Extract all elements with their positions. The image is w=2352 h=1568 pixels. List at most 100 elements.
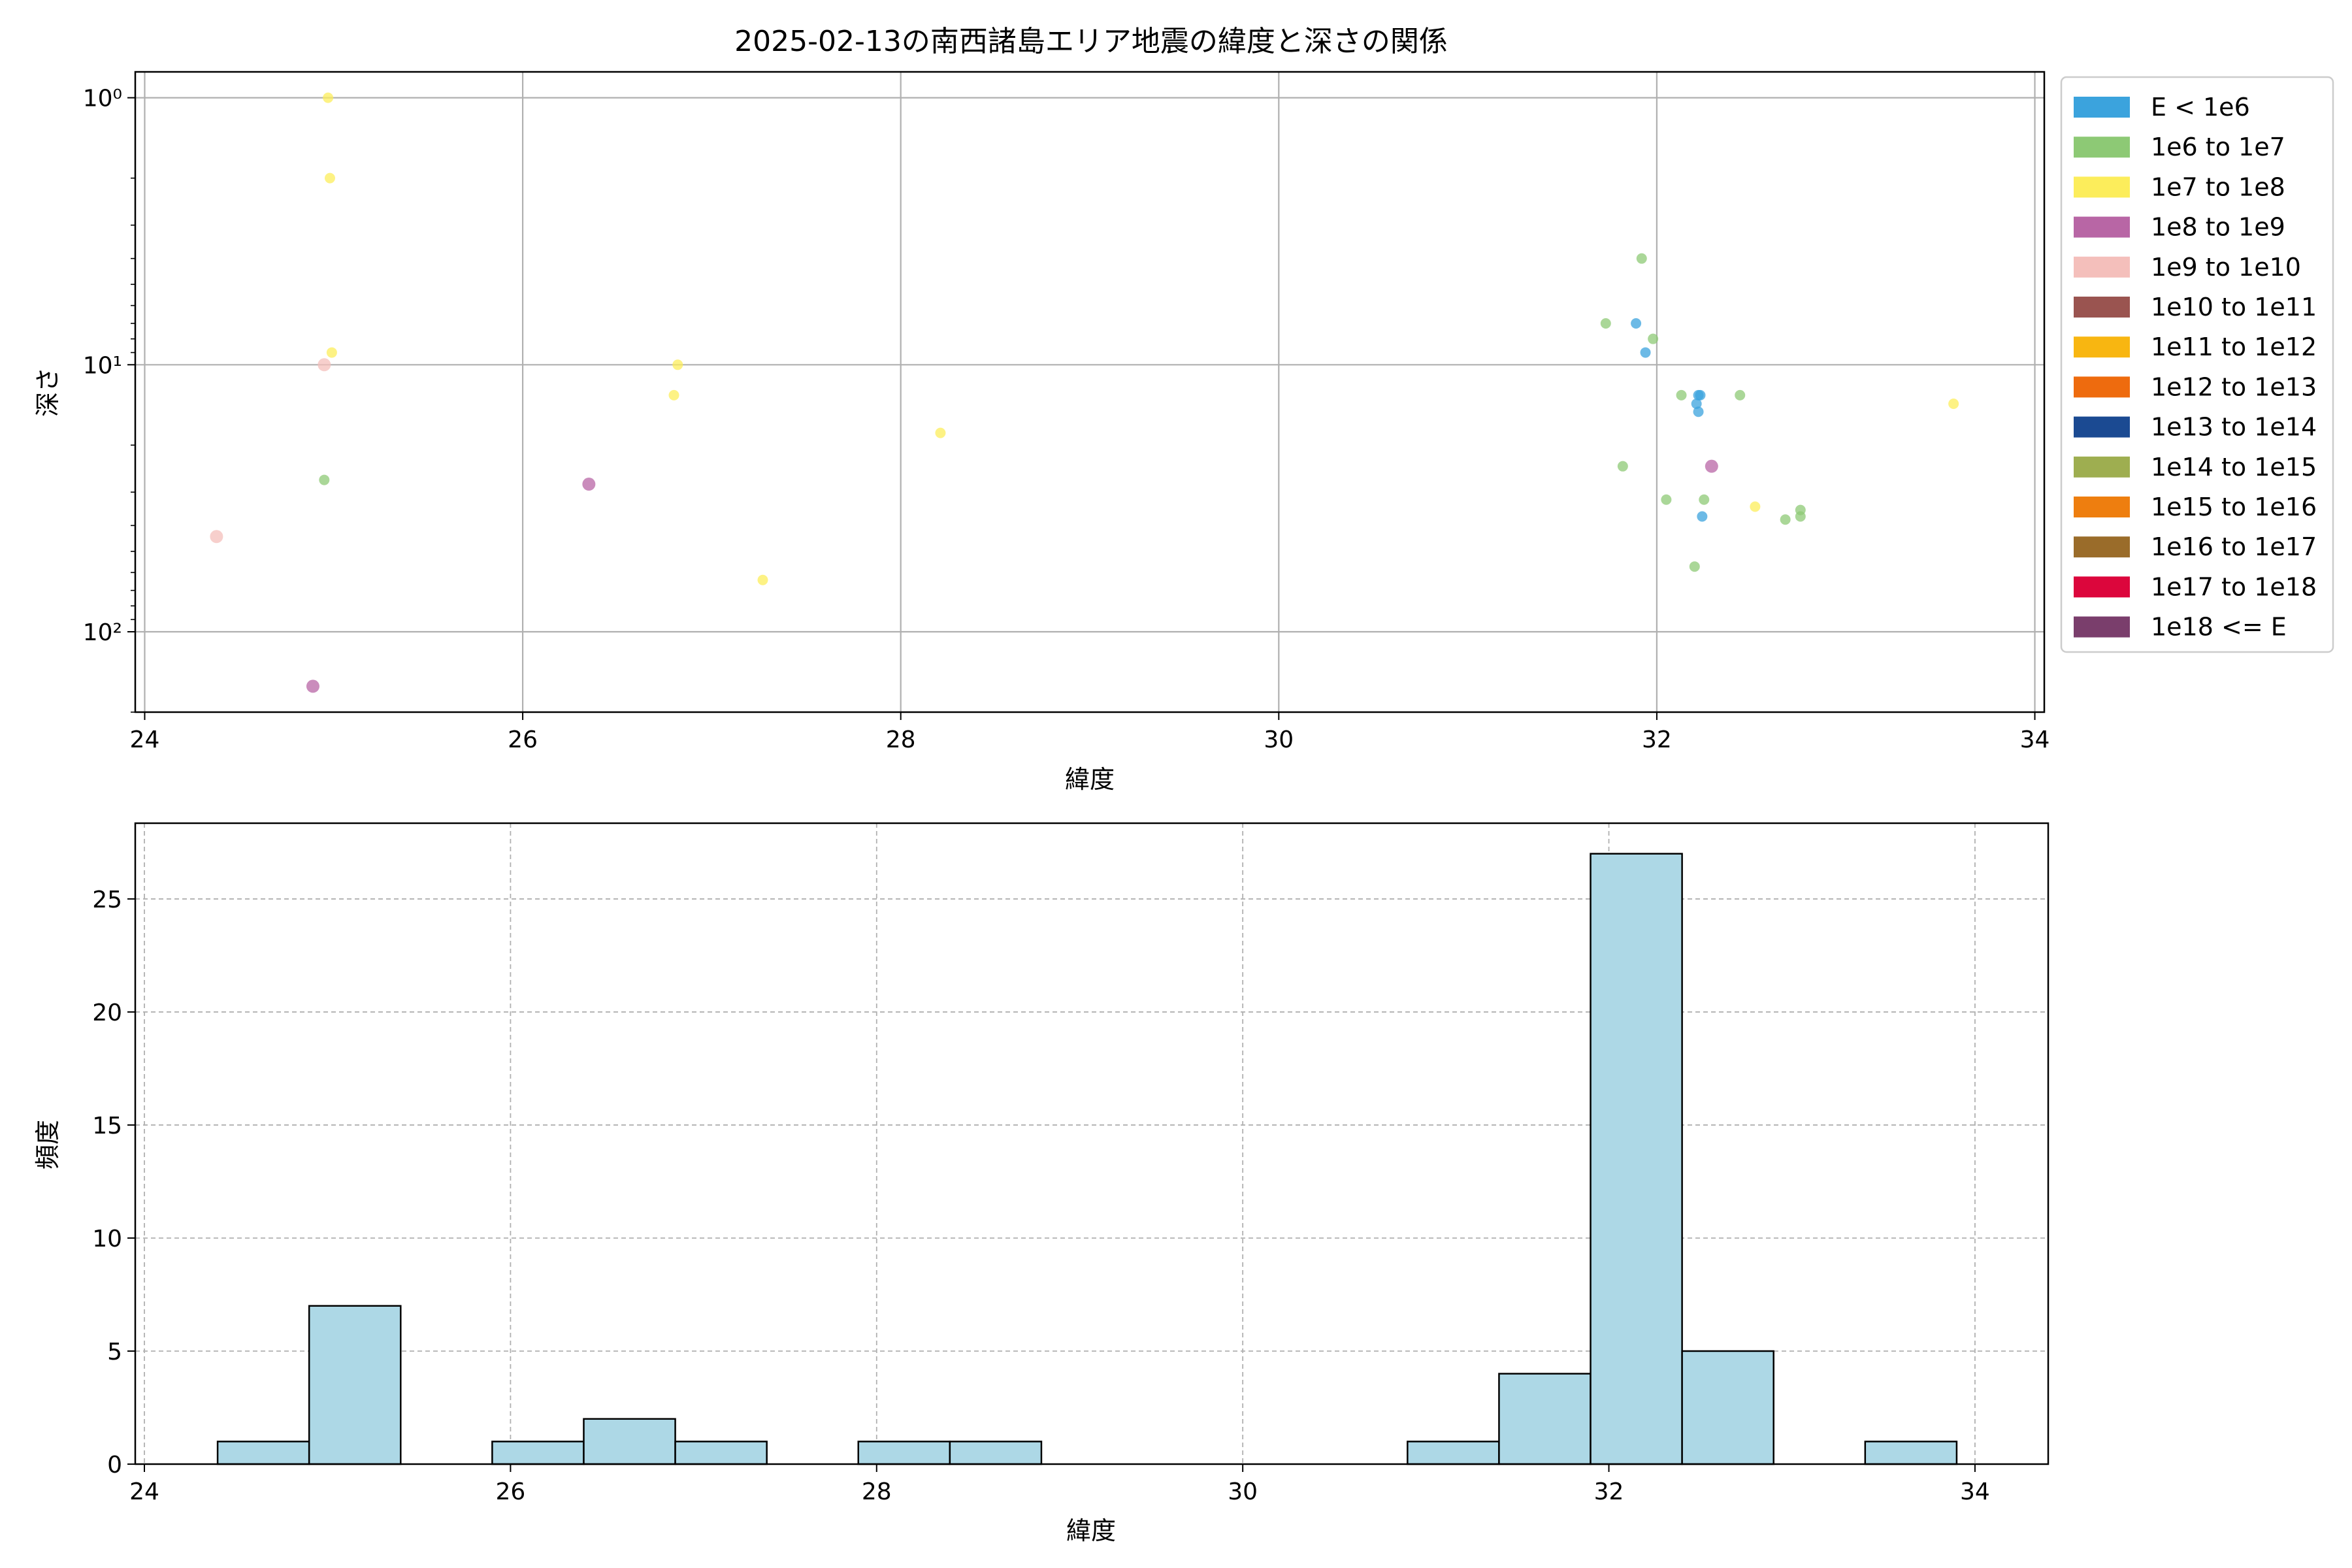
scatter-point: [1617, 461, 1628, 472]
legend-swatch: [2074, 576, 2130, 598]
scatter-point: [1631, 318, 1642, 329]
legend-entry-label: 1e11 to 1e12: [2151, 333, 2317, 361]
histogram-y-tick-label: 20: [92, 1000, 122, 1026]
legend: E < 1e6 1e6 to 1e7 1e7 to 1e8 1e8 to 1e9 1e9…: [2060, 76, 2334, 653]
legend-entry-label: 1e6 to 1e7: [2151, 133, 2285, 161]
scatter-y-axis-label: 深さ: [33, 367, 62, 417]
histogram-bar: [1498, 1373, 1592, 1465]
legend-swatch: [2074, 416, 2130, 438]
scatter-x-tick-label: 24: [130, 727, 160, 753]
scatter-x-tick-label: 32: [1642, 727, 1672, 753]
histogram-ticks: 24 26 28 30 32 34 0 5 10 15 20 25: [92, 887, 1990, 1505]
legend-swatch: [2074, 137, 2130, 158]
legend-entry-label: 1e15 to 1e16: [2151, 493, 2317, 521]
scatter-point: [1693, 406, 1704, 417]
histogram-x-tick-label: 30: [1228, 1478, 1258, 1505]
scatter-points: [210, 92, 1959, 693]
legend-swatch: [2074, 216, 2130, 238]
scatter-x-tick-label: 30: [1264, 727, 1294, 753]
scatter-point: [323, 92, 334, 103]
scatter-x-axis-label: 緯度: [1065, 765, 1115, 794]
scatter-point: [1948, 399, 1959, 410]
scatter-point: [582, 478, 596, 491]
scatter-point: [319, 474, 330, 485]
histogram-grid: [135, 823, 2048, 1465]
scatter-point: [318, 358, 331, 372]
histogram-x-axis-label: 緯度: [1066, 1516, 1116, 1545]
scatter-point: [1640, 347, 1651, 358]
histogram-bar: [308, 1305, 402, 1465]
scatter-point: [935, 427, 946, 438]
scatter-point: [1691, 399, 1702, 410]
legend-swatch: [2074, 376, 2130, 398]
legend-swatch: [2074, 97, 2130, 118]
legend-entry-label: 1e18 <= E: [2151, 613, 2287, 642]
legend-entry-label: 1e16 to 1e17: [2151, 532, 2317, 561]
scatter-ticks: 24 26 28 30 32 34 10⁰ 10¹ 10²: [83, 86, 2050, 753]
histogram-bar: [1864, 1441, 1958, 1465]
scatter-point: [1689, 561, 1700, 572]
legend-frame: [2060, 76, 2334, 653]
scatter-plot-frame: [134, 71, 2046, 713]
scatter-point: [1795, 511, 1806, 522]
histogram-plot-frame: [134, 822, 2050, 1465]
histogram-bar: [674, 1441, 768, 1465]
legend-entry-label: E < 1e6: [2151, 93, 2250, 122]
scatter-grid: [135, 72, 2044, 712]
legend-entry-label: 1e14 to 1e15: [2151, 453, 2317, 482]
scatter-point: [1705, 459, 1718, 473]
legend-swatch: [2074, 176, 2130, 198]
histogram-bars: [216, 853, 1958, 1465]
legend-swatch: [2074, 497, 2130, 517]
scatter-x-tick-label: 34: [2020, 727, 2050, 753]
scatter-point: [306, 679, 319, 693]
scatter-point: [1750, 501, 1761, 512]
legend-swatch: [2074, 297, 2130, 318]
scatter-title: 2025-02-13の南西諸島エリア地震の緯度と深さの関係: [734, 25, 1448, 58]
legend-swatch: [2074, 536, 2130, 558]
legend-swatch: [2074, 456, 2130, 478]
legend-entry-label: 1e12 to 1e13: [2151, 372, 2317, 401]
legend-entry-label: 1e9 to 1e10: [2151, 253, 2301, 282]
scatter-y-tick-label: 10⁰: [83, 86, 122, 112]
scatter-point: [1676, 389, 1687, 400]
scatter-point: [1780, 514, 1791, 525]
scatter-y-tick-label: 10¹: [83, 352, 122, 379]
scatter-point: [668, 389, 679, 400]
histogram-bar: [1407, 1441, 1500, 1465]
legend-swatch: [2074, 336, 2130, 358]
histogram-y-tick-label: 5: [107, 1339, 122, 1365]
histogram-x-tick-label: 26: [495, 1478, 525, 1505]
histogram-chart: 24 26 28 30 32 34 0 5 10 15 20 25 緯度 頻度: [33, 822, 2050, 1545]
histogram-x-tick-label: 24: [129, 1478, 159, 1505]
histogram-bar: [1681, 1350, 1774, 1465]
scatter-point: [1697, 511, 1708, 522]
scatter-point: [1648, 333, 1659, 344]
scatter-point: [1699, 494, 1710, 505]
histogram-y-tick-label: 25: [92, 887, 122, 913]
scatter-x-tick-label: 28: [886, 727, 916, 753]
scatter-point: [1735, 389, 1746, 400]
scatter-point: [324, 172, 335, 184]
histogram-y-axis-label: 頻度: [33, 1120, 62, 1169]
scatter-point: [672, 359, 683, 370]
scatter-x-tick-label: 26: [508, 727, 538, 753]
histogram-bar: [491, 1441, 585, 1465]
legend-entry-label: 1e8 to 1e9: [2151, 213, 2285, 242]
scatter-point: [210, 530, 223, 544]
histogram-bar: [1590, 853, 1683, 1465]
histogram-bar: [583, 1418, 676, 1465]
histogram-y-tick-label: 15: [92, 1113, 122, 1139]
histogram-x-tick-label: 28: [862, 1478, 892, 1505]
legend-swatch: [2074, 616, 2130, 638]
scatter-point: [757, 574, 768, 585]
legend-entry-label: 1e7 to 1e8: [2151, 172, 2285, 201]
histogram-x-tick-label: 34: [1960, 1478, 1990, 1505]
legend-entry-label: 1e17 to 1e18: [2151, 572, 2317, 601]
histogram-y-tick-label: 10: [92, 1226, 122, 1252]
histogram-x-tick-label: 32: [1594, 1478, 1624, 1505]
histogram-y-tick-label: 0: [107, 1452, 122, 1478]
scatter-y-tick-label: 10²: [83, 619, 122, 646]
legend-entry-label: 1e13 to 1e14: [2151, 413, 2317, 442]
